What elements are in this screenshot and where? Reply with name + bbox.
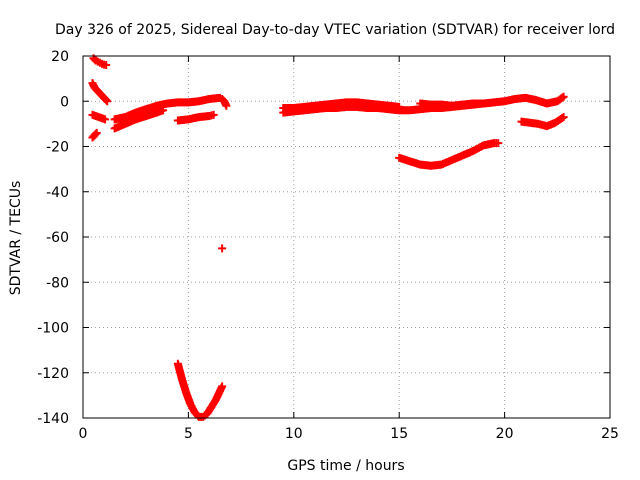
- series-arc-e: [110, 93, 225, 124]
- series-arc-i: [173, 359, 227, 421]
- y-tick-label: -20: [46, 140, 69, 156]
- x-axis-label: GPS time / hours: [287, 458, 404, 474]
- data-point: [218, 382, 227, 391]
- plot-frame: [82, 55, 611, 419]
- x-tick-label: 25: [601, 426, 619, 442]
- series-arc-c: [88, 110, 110, 124]
- data-point: [103, 97, 112, 106]
- series-arc-b: [88, 79, 112, 106]
- series-arc-m: [416, 99, 488, 110]
- data-point: [222, 101, 231, 110]
- x-tick-label: 0: [79, 426, 88, 442]
- series-arc-f: [110, 106, 168, 133]
- series-arc-l: [395, 139, 503, 170]
- series-arc-g: [173, 110, 218, 125]
- data-point: [101, 115, 110, 124]
- series-outlier: [218, 244, 227, 253]
- data-point: [102, 96, 111, 105]
- y-tick-label: -100: [37, 321, 69, 337]
- series-arc-h: [218, 94, 231, 110]
- data-point: [559, 92, 568, 101]
- y-tick-label: -140: [37, 411, 69, 427]
- data-point: [218, 244, 227, 253]
- data-point: [92, 128, 101, 137]
- chart-title: Day 326 of 2025, Sidereal Day-to-day VTE…: [55, 22, 615, 38]
- data-point: [102, 61, 111, 70]
- data-point: [91, 130, 100, 139]
- y-tick-label: -60: [46, 230, 69, 246]
- x-tick-label: 10: [285, 426, 303, 442]
- data-point: [494, 139, 503, 148]
- data-point: [209, 110, 218, 119]
- y-tick-label: -120: [37, 366, 69, 382]
- data-point: [159, 106, 168, 115]
- series-arc-d: [88, 128, 101, 142]
- y-axis-label: SDTVAR / TECUs: [8, 181, 24, 296]
- y-tick-label: -80: [46, 275, 69, 291]
- y-tick-label: 0: [60, 94, 69, 110]
- data-point: [559, 113, 568, 122]
- y-tick-label: 20: [51, 49, 69, 65]
- series-arc-a: [89, 54, 111, 70]
- data-points: [88, 54, 568, 421]
- x-tick-label: 15: [390, 426, 408, 442]
- x-tick-label: 20: [496, 426, 514, 442]
- data-point: [479, 99, 488, 108]
- y-tick-label: -40: [46, 185, 69, 201]
- series-arc-n: [517, 113, 568, 131]
- x-tick-label: 5: [184, 426, 193, 442]
